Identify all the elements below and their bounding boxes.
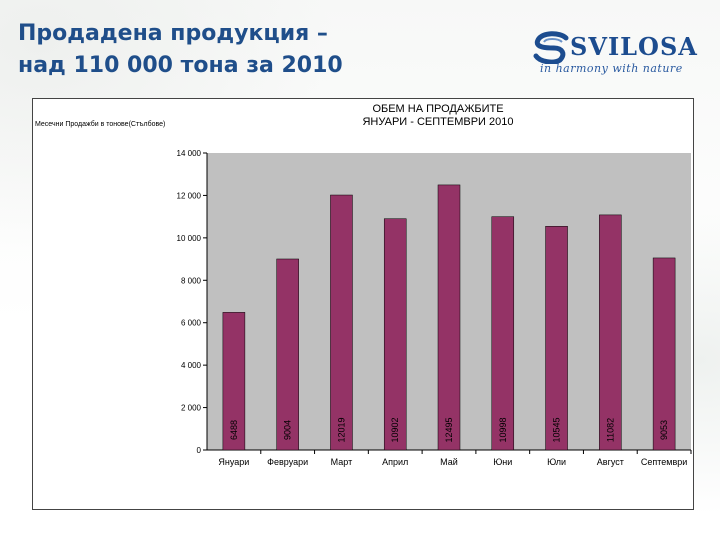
y-tick-label: 10 000 <box>177 234 202 243</box>
logo-tagline: in harmony with nature <box>540 62 683 75</box>
y-axis-label: Месечни Продажби в тонове(Стълбове) <box>35 121 166 128</box>
bar <box>276 258 299 451</box>
y-tick-label: 8 000 <box>181 276 202 285</box>
y-tick-label: 14 000 <box>177 149 202 158</box>
y-tick-label: 6 000 <box>181 319 202 328</box>
y-tick-label: 0 <box>197 446 202 455</box>
x-category-label: Януари <box>218 457 249 467</box>
bar-value-label: 12019 <box>336 417 346 442</box>
x-category-label: Април <box>382 457 408 467</box>
x-category-label: Август <box>597 457 624 467</box>
bar-value-label: 9053 <box>659 420 669 440</box>
bar-value-label: 6488 <box>229 420 239 440</box>
x-category-label: Юли <box>547 457 566 467</box>
chart-title-line-2: ЯНУАРИ - СЕПТЕМВРИ 2010 <box>362 116 514 128</box>
bar <box>383 218 407 451</box>
x-category-label: Юни <box>493 457 512 467</box>
slide-title-line-1: Продадена продукция – <box>18 21 328 46</box>
slide-title-line-2: над 110 000 тона за 2010 <box>18 53 343 78</box>
bar <box>652 257 676 451</box>
company-logo: SVILOSA in harmony with nature <box>528 30 698 80</box>
bar <box>599 214 622 451</box>
bar-value-label: 10902 <box>390 417 400 442</box>
chart-title-line-1: ОБЕМ НА ПРОДАЖБИТЕ <box>372 103 504 115</box>
bar <box>545 226 568 451</box>
bar-value-label: 11082 <box>605 418 615 442</box>
bar <box>222 312 246 451</box>
bar-value-label: 10998 <box>498 417 508 442</box>
bar-chart: 0 2 000 4 000 6 000 8 000 10 000 12 000 14 000 6… <box>177 149 692 467</box>
logo-wordmark: SVILOSA <box>570 32 698 61</box>
chart-frame: ОБЕМ НА ПРОДАЖБИТЕ ЯНУАРИ - СЕПТЕМВРИ 20… <box>32 98 694 510</box>
bar <box>491 216 515 451</box>
y-tick-label: 2 000 <box>181 404 202 413</box>
bar-value-label: 9004 <box>283 420 293 440</box>
bar-value-label: 12495 <box>444 417 454 442</box>
y-tick-label: 12 000 <box>177 191 202 200</box>
x-category-label: Март <box>331 457 353 467</box>
y-tick-label: 4 000 <box>181 361 202 370</box>
svilosa-logo-icon <box>533 31 569 64</box>
x-category-label: Септември <box>641 457 687 467</box>
x-category-label: Февруари <box>267 457 308 467</box>
bar <box>330 194 353 451</box>
bar-value-label: 10545 <box>552 417 562 442</box>
bar <box>437 184 461 451</box>
slide-title: Продадена продукция – над 110 000 тона з… <box>18 18 378 82</box>
x-category-label: Май <box>440 457 458 467</box>
chart-title: ОБЕМ НА ПРОДАЖБИТЕ ЯНУАРИ - СЕПТЕМВРИ 20… <box>33 103 693 129</box>
